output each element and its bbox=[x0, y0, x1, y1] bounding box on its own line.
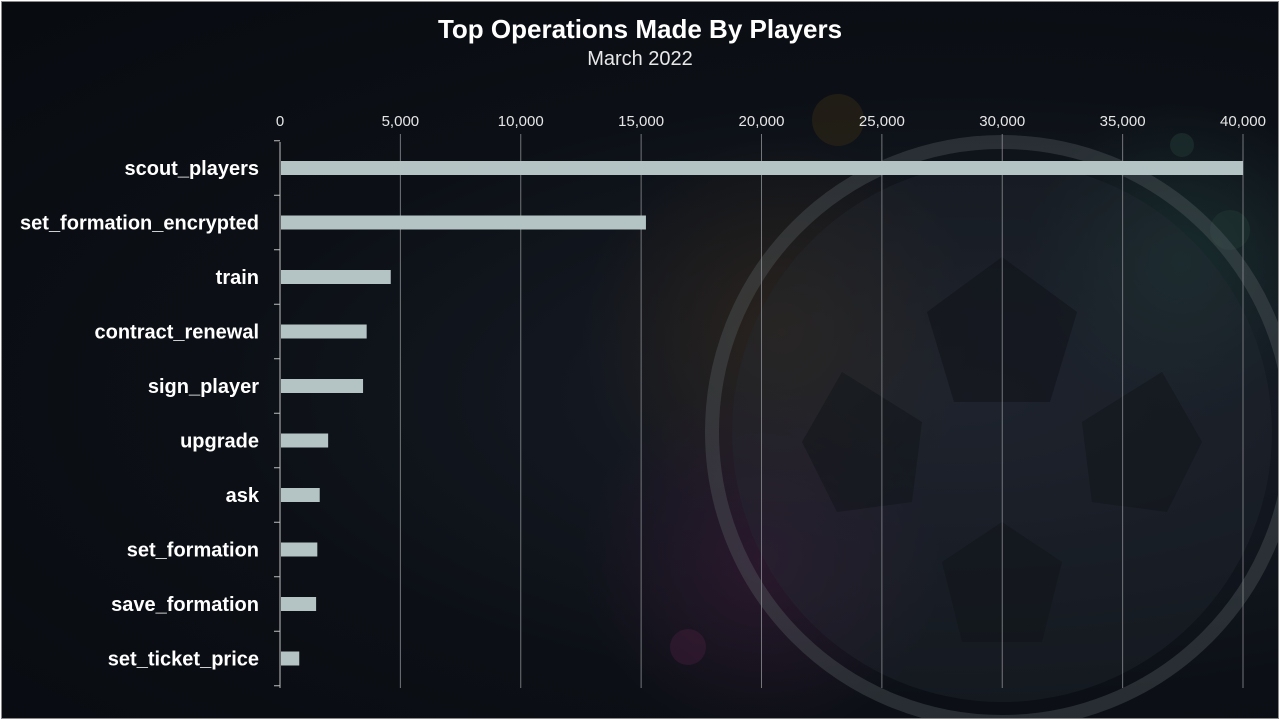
category-label: sign_player bbox=[148, 376, 259, 398]
chart-title: Top Operations Made By Players bbox=[437, 14, 843, 44]
bar bbox=[281, 215, 646, 230]
x-tick-label: 10,000 bbox=[498, 113, 544, 130]
bar bbox=[281, 488, 320, 502]
chart-subtitle: March 2022 bbox=[587, 48, 693, 70]
category-label: set_formation_encrypted bbox=[20, 213, 259, 235]
category-label: contract_renewal bbox=[94, 322, 259, 344]
category-label: set_ticket_price bbox=[108, 649, 259, 671]
bar bbox=[281, 651, 300, 666]
bar bbox=[281, 270, 391, 284]
bar bbox=[281, 433, 329, 448]
bar bbox=[281, 324, 367, 339]
x-tick-label: 20,000 bbox=[739, 113, 785, 130]
bar bbox=[281, 597, 317, 611]
category-label: upgrade bbox=[180, 431, 259, 453]
category-label: scout_players bbox=[124, 158, 259, 180]
x-tick-label: 35,000 bbox=[1100, 113, 1146, 130]
bar bbox=[281, 161, 1243, 175]
x-tick-label: 40,000 bbox=[1220, 113, 1266, 130]
x-tick-label: 30,000 bbox=[979, 113, 1025, 130]
x-tick-label: 5,000 bbox=[382, 113, 420, 130]
x-tick-label: 0 bbox=[276, 113, 284, 130]
bar bbox=[281, 542, 318, 557]
category-label: ask bbox=[226, 485, 260, 507]
category-label: save_formation bbox=[111, 594, 259, 616]
x-tick-label: 25,000 bbox=[859, 113, 905, 130]
category-label: train bbox=[216, 267, 259, 289]
x-tick-label: 15,000 bbox=[618, 113, 664, 130]
bar bbox=[281, 379, 364, 393]
category-label: set_formation bbox=[127, 540, 259, 562]
